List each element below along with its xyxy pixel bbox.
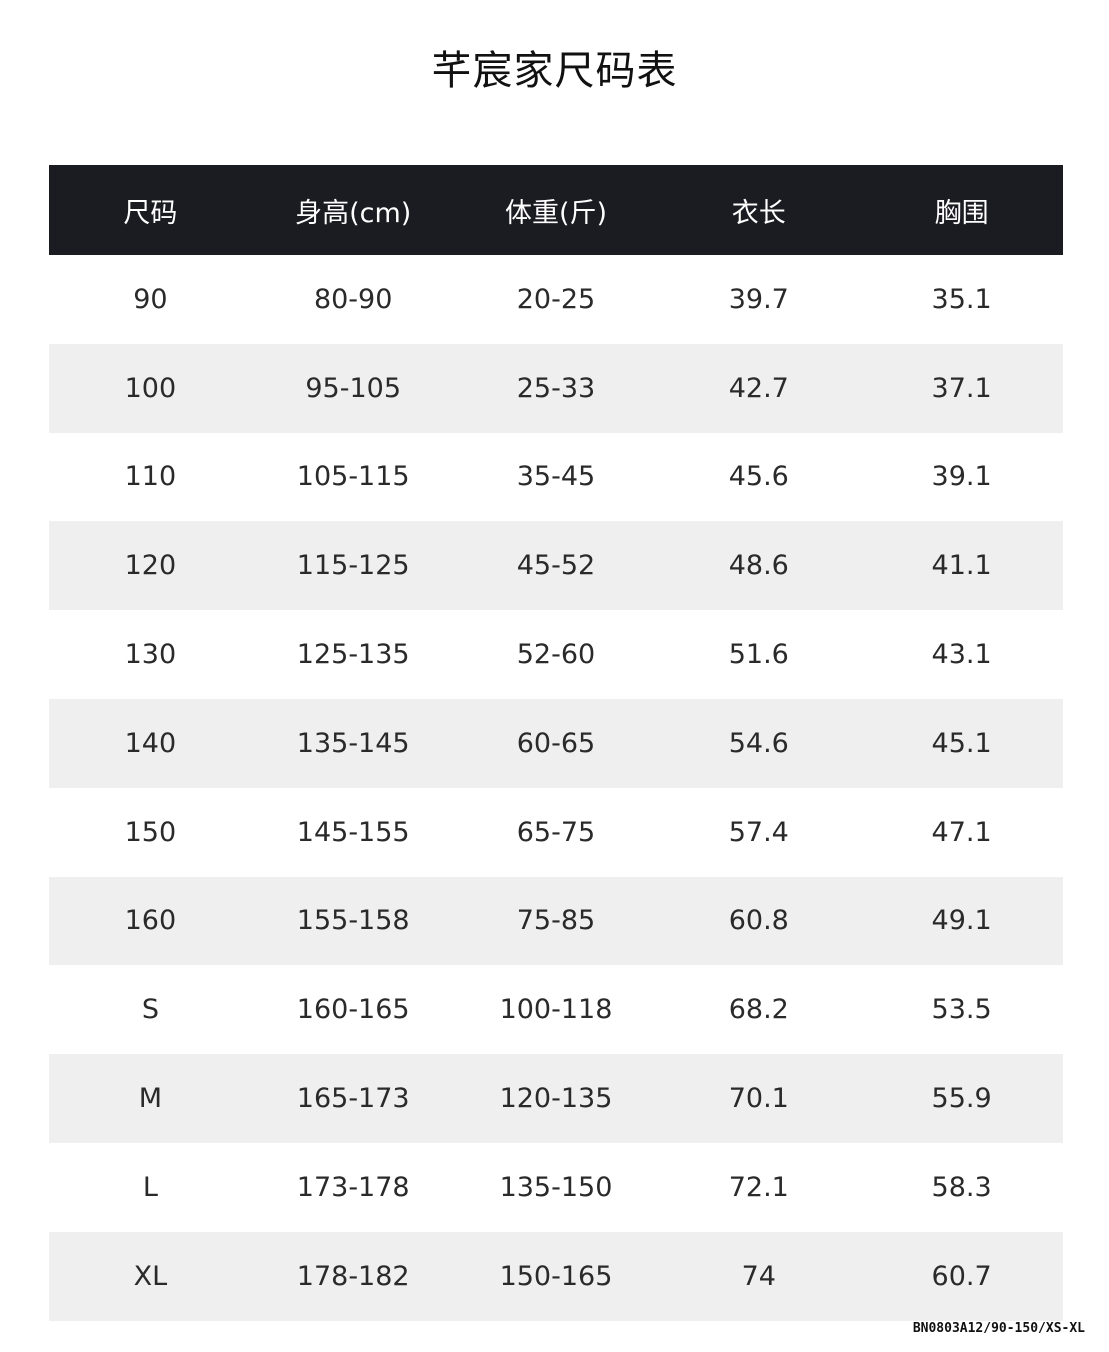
table-cell: 70.1 <box>657 1054 861 1143</box>
table-cell: 135-145 <box>251 698 455 788</box>
table-cell: 20-25 <box>516 283 596 315</box>
table-cell: 95-105 <box>251 343 455 433</box>
table-cell: 100 <box>49 343 252 433</box>
table-cell: 39.1 <box>931 461 992 493</box>
table-cell: 75-85 <box>454 876 658 966</box>
table-cell: 65-75 <box>516 816 596 848</box>
table-cell: 110 <box>124 461 177 493</box>
table-header-row: 尺码 身高(cm) 体重(斤) 衣长 胸围 <box>49 165 1063 255</box>
table-cell: S <box>141 994 159 1026</box>
table-cell: 49.1 <box>860 876 1063 966</box>
table-row: XL 178-182 150-165 74 60.7 <box>49 1231 1063 1321</box>
table-cell: 45.6 <box>728 461 789 493</box>
table-cell: 120-135 <box>454 1054 658 1143</box>
table-cell: 160 <box>49 876 252 966</box>
table-cell: 42.7 <box>657 343 861 433</box>
table-cell: 105-115 <box>296 461 410 493</box>
table-row: 130 125-135 52-60 51.6 43.1 <box>49 610 1063 699</box>
table-cell: 68.2 <box>728 994 789 1026</box>
table-cell: 25-33 <box>454 343 658 433</box>
table-cell: 178-182 <box>251 1231 455 1321</box>
column-header: 衣长 <box>657 165 861 255</box>
table-row: 90 80-90 20-25 39.7 35.1 <box>49 255 1063 344</box>
table-cell: 37.1 <box>860 343 1063 433</box>
table-cell: 60.8 <box>657 876 861 966</box>
table-cell: 160-165 <box>296 994 410 1026</box>
table-cell: 125-135 <box>296 639 410 671</box>
table-row: 110 105-115 35-45 45.6 39.1 <box>49 433 1063 522</box>
table-row: 100 95-105 25-33 42.7 37.1 <box>49 343 1063 433</box>
table-cell: 52-60 <box>516 639 596 671</box>
table-row: 160 155-158 75-85 60.8 49.1 <box>49 876 1063 966</box>
table-cell: 51.6 <box>728 639 789 671</box>
table-cell: 140 <box>49 698 252 788</box>
table-cell: 39.7 <box>728 283 789 315</box>
table-cell: 115-125 <box>251 521 455 611</box>
table-cell: 43.1 <box>931 639 992 671</box>
page-title: 芊宸家尺码表 <box>431 48 678 94</box>
size-chart-table: 尺码 身高(cm) 体重(斤) 衣长 胸围 90 80-90 20-25 39.7 35.1 10… <box>49 165 1063 1321</box>
table-cell: 135-150 <box>499 1171 613 1203</box>
table-row: S 160-165 100-118 68.2 53.5 <box>49 965 1063 1054</box>
table-cell: 45-52 <box>454 521 658 611</box>
table-cell: 60-65 <box>454 698 658 788</box>
table-cell: 155-158 <box>251 876 455 966</box>
table-cell: 120 <box>49 521 252 611</box>
table-cell: 74 <box>657 1231 861 1321</box>
table-cell: 100-118 <box>499 994 613 1026</box>
table-row: 140 135-145 60-65 54.6 45.1 <box>49 698 1063 788</box>
column-header: 体重(斤) <box>454 165 658 255</box>
table-cell: 72.1 <box>728 1171 789 1203</box>
table-cell: 150 <box>124 816 177 848</box>
table-cell: 45.1 <box>860 698 1063 788</box>
table-cell: XL <box>49 1231 252 1321</box>
table-cell: 60.7 <box>860 1231 1063 1321</box>
table-cell: L <box>142 1171 158 1203</box>
table-cell: 80-90 <box>313 283 393 315</box>
column-header: 胸围 <box>860 165 1063 255</box>
column-header: 尺码 <box>49 165 252 255</box>
column-header: 身高(cm) <box>251 165 455 255</box>
table-cell: 58.3 <box>931 1171 992 1203</box>
table-cell: 35-45 <box>516 461 596 493</box>
table-cell: M <box>49 1054 252 1143</box>
table-cell: 165-173 <box>251 1054 455 1143</box>
table-cell: 35.1 <box>931 283 992 315</box>
table-row: L 173-178 135-150 72.1 58.3 <box>49 1143 1063 1232</box>
table-cell: 48.6 <box>657 521 861 611</box>
table-row: 120 115-125 45-52 48.6 41.1 <box>49 521 1063 611</box>
table-cell: 55.9 <box>860 1054 1063 1143</box>
table-row: 150 145-155 65-75 57.4 47.1 <box>49 788 1063 877</box>
table-cell: 53.5 <box>931 994 992 1026</box>
table-row: M 165-173 120-135 70.1 55.9 <box>49 1054 1063 1143</box>
table-cell: 90 <box>133 283 168 315</box>
table-cell: 173-178 <box>296 1171 410 1203</box>
table-cell: 57.4 <box>728 816 789 848</box>
table-cell: 130 <box>124 639 177 671</box>
table-cell: 47.1 <box>931 816 992 848</box>
product-code: BN0803A12/90-150/XS-XL <box>912 1321 1085 1336</box>
table-cell: 145-155 <box>296 816 410 848</box>
table-cell: 41.1 <box>860 521 1063 611</box>
table-cell: 150-165 <box>454 1231 658 1321</box>
table-cell: 54.6 <box>657 698 861 788</box>
